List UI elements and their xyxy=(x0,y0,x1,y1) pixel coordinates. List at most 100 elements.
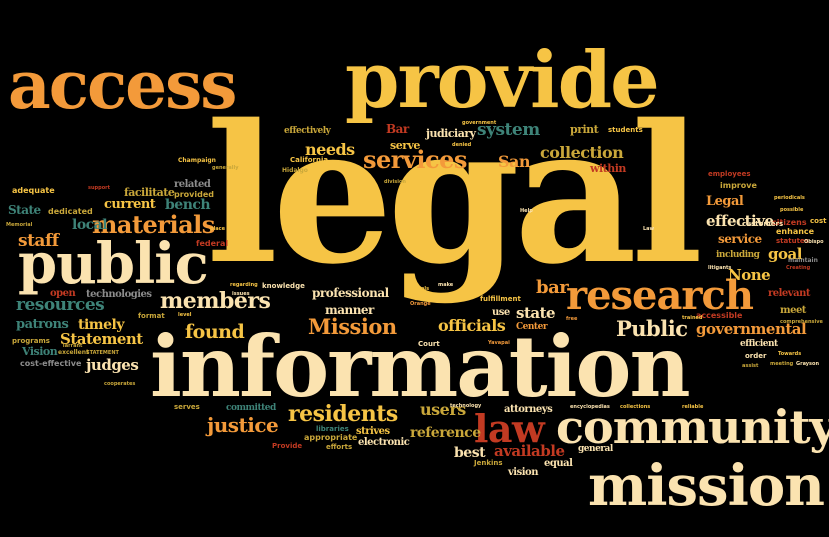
word-state: state xyxy=(516,304,556,322)
word-collections: collections xyxy=(620,404,651,410)
word-community: community xyxy=(556,400,829,454)
word-regarding: regarding xyxy=(230,282,258,288)
word-Tarrant: Tarrant xyxy=(62,343,83,349)
word-efficient: efficient xyxy=(740,339,778,349)
word-dedicated: dedicated xyxy=(48,207,93,216)
word-materials: materials xyxy=(92,210,215,239)
word-including: including xyxy=(716,250,760,260)
word-Court: Court xyxy=(418,340,440,348)
word-Orange: Orange xyxy=(410,301,431,307)
word-San: San xyxy=(498,152,531,171)
word-system: system xyxy=(477,120,540,140)
word-Memorial: Memorial xyxy=(6,222,33,228)
word-officials: officials xyxy=(438,316,506,335)
word-Grayson: Grayson xyxy=(796,361,820,367)
word-citizens: citizens xyxy=(772,218,807,227)
word-statutes: statutes xyxy=(776,237,809,245)
word-STATEMENT: STATEMENT xyxy=(86,350,119,356)
word-support: support xyxy=(88,185,110,191)
word-law: law xyxy=(474,406,545,451)
word-customers: customers xyxy=(742,220,784,228)
word-mission: mission xyxy=(588,453,825,519)
word-professional: professional xyxy=(312,286,389,300)
word-research: research xyxy=(566,272,754,319)
word-excellent: excellent xyxy=(58,349,89,356)
word-staff: staff xyxy=(18,231,59,251)
word-appropriate: appropriate xyxy=(304,433,358,442)
word-timely: timely xyxy=(78,317,124,333)
word-federal: federal xyxy=(196,239,229,248)
word-accessible: accessible xyxy=(696,311,743,320)
word-assist: assist xyxy=(742,363,759,369)
word-knowledge: knowledge xyxy=(262,282,305,290)
word-collection: collection xyxy=(540,143,624,162)
word-Champaign: Champaign xyxy=(178,157,216,164)
word-resources: resources xyxy=(16,295,105,315)
word-goal: goal xyxy=(768,245,802,263)
word-attorneys: attorneys xyxy=(504,404,553,415)
word-Provide: Provide xyxy=(272,442,303,450)
word-general: general xyxy=(578,444,613,454)
word-periodicals: periodicals xyxy=(774,195,805,201)
word-Law: Law xyxy=(643,226,655,232)
word-members: members xyxy=(160,288,271,314)
word-users: users xyxy=(420,400,466,419)
word-meeting: meeting xyxy=(770,361,794,367)
word-cooperates: cooperates xyxy=(104,381,136,387)
word-cost-effective: cost-effective xyxy=(20,359,82,368)
word-information: information xyxy=(150,317,691,416)
word-improve: improve xyxy=(720,181,757,190)
word-generally: generally xyxy=(212,165,239,171)
word-Obispo: Obispo xyxy=(804,239,824,245)
word-government: government xyxy=(462,120,497,126)
word-strives: strives xyxy=(356,426,390,437)
word-Towards: Towards xyxy=(778,351,802,357)
word-technology: technology xyxy=(450,403,482,409)
word-governmental: governmental xyxy=(696,320,807,338)
word-level: level xyxy=(178,312,192,318)
word-local: local xyxy=(72,217,108,233)
word-employees: employees xyxy=(708,170,751,178)
word-Vision: Vision xyxy=(22,345,58,358)
word-related: related xyxy=(174,179,211,190)
word-relevant: relevant xyxy=(768,288,810,299)
word-place: place xyxy=(210,226,226,232)
word-serves: serves xyxy=(174,403,200,411)
word-free: free xyxy=(566,316,578,322)
word-maintain: maintain xyxy=(788,257,818,264)
word-schools: schools xyxy=(408,286,430,292)
word-equal: equal xyxy=(544,458,573,469)
word-Center: Center xyxy=(516,322,548,332)
word-denied: denied xyxy=(452,142,472,148)
word-judges: judges xyxy=(86,356,139,374)
word-reference: reference xyxy=(410,425,481,441)
word-vision: vision xyxy=(508,467,538,478)
word-committed: committed xyxy=(226,403,276,413)
word-justice: justice xyxy=(207,413,279,437)
word-access: access xyxy=(8,46,237,124)
word-best: best xyxy=(454,445,486,461)
word-Jenkins: Jenkins xyxy=(474,459,503,467)
word-provided: provided xyxy=(174,190,215,199)
word-efforts: efforts xyxy=(326,443,353,451)
word-reliable: reliable xyxy=(682,404,704,410)
word-facilitate: facilitate xyxy=(124,186,175,199)
word-effective: effective xyxy=(706,212,774,230)
word-Public: Public xyxy=(616,316,688,341)
word-public: public xyxy=(18,231,209,297)
word-within: within xyxy=(590,162,626,175)
word-print: print xyxy=(570,123,599,136)
word-order: order xyxy=(745,352,767,360)
word-format: format xyxy=(138,312,165,320)
word-issues: issues xyxy=(232,291,250,297)
word-judiciary: judiciary xyxy=(426,127,476,140)
word-litigants: litigants xyxy=(708,265,732,271)
word-fulfillment: fulfillment xyxy=(480,295,521,303)
word-Yavapai: Yavapai xyxy=(488,340,510,346)
word-found: found xyxy=(185,321,245,343)
word-serve: serve xyxy=(390,139,420,152)
word-cost: cost xyxy=(810,217,827,225)
word-None: None xyxy=(728,266,771,284)
word-bench: bench xyxy=(165,197,211,213)
